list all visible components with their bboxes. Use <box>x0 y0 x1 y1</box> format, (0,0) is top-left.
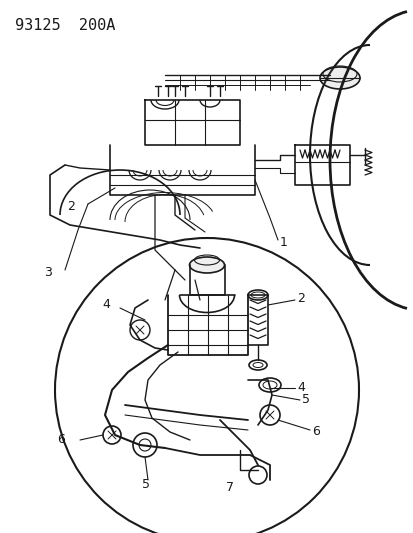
Text: 1: 1 <box>279 237 287 249</box>
Text: 2: 2 <box>296 292 304 304</box>
Ellipse shape <box>189 257 224 273</box>
Text: 93125  200A: 93125 200A <box>15 18 115 33</box>
Text: 4: 4 <box>296 382 304 394</box>
Text: 6: 6 <box>57 433 65 447</box>
Text: 3: 3 <box>44 265 52 279</box>
Text: 5: 5 <box>142 479 150 491</box>
Text: 2: 2 <box>67 200 75 214</box>
Text: 7: 7 <box>225 481 233 495</box>
Text: 6: 6 <box>311 425 319 439</box>
Ellipse shape <box>319 67 359 89</box>
Text: 4: 4 <box>102 298 110 311</box>
Text: 5: 5 <box>301 393 309 407</box>
